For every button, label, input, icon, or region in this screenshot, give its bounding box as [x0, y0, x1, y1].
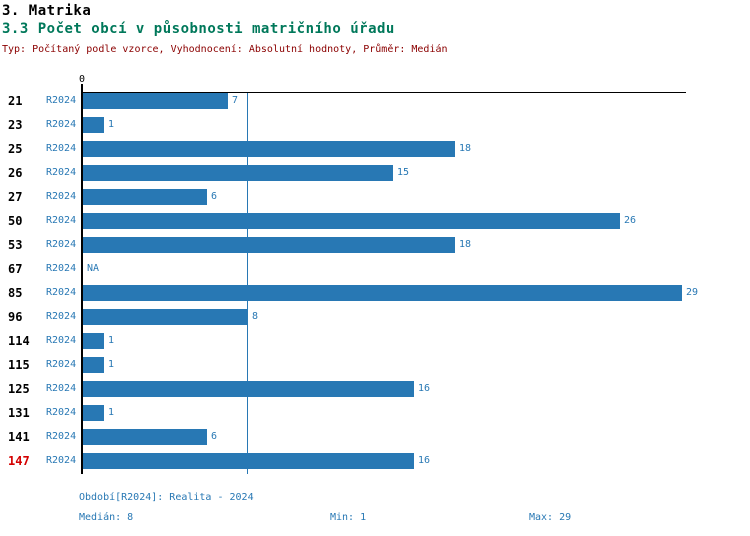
row-category-label: 26 [8, 166, 23, 180]
chart-row: 141 R2024 6 [0, 428, 750, 452]
row-category-label: 96 [8, 310, 23, 324]
footer-period-label: Období[R2024]: Realita - 2024 [79, 492, 254, 503]
row-series-label: R2024 [46, 239, 77, 250]
chart-row: 50 R2024 26 [0, 212, 750, 236]
page-title: 3. Matrika [2, 3, 92, 19]
row-series-label: R2024 [46, 143, 77, 154]
bar [83, 93, 228, 109]
bar-value-label: 1 [108, 119, 115, 130]
chart-row: 114 R2024 1 [0, 332, 750, 356]
chart-row: 23 R2024 1 [0, 116, 750, 140]
row-category-label: 21 [8, 94, 23, 108]
row-series-label: R2024 [46, 95, 77, 106]
chart-row: 26 R2024 15 [0, 164, 750, 188]
row-category-label: 67 [8, 262, 23, 276]
bar-value-label: 16 [418, 455, 431, 466]
bar [83, 309, 248, 325]
chart-row: 25 R2024 18 [0, 140, 750, 164]
footer-median-label: Medián: 8 [79, 512, 134, 523]
bar [83, 357, 104, 373]
row-category-label: 27 [8, 190, 23, 204]
bar [83, 453, 414, 469]
row-series-label: R2024 [46, 383, 77, 394]
row-series-label: R2024 [46, 287, 77, 298]
row-category-label: 23 [8, 118, 23, 132]
row-series-label: R2024 [46, 335, 77, 346]
row-series-label: R2024 [46, 167, 77, 178]
x-axis-line [81, 92, 686, 93]
row-category-label: 85 [8, 286, 23, 300]
row-series-label: R2024 [46, 431, 77, 442]
bar-value-label: 1 [108, 407, 115, 418]
bar [83, 141, 455, 157]
chart-row: 27 R2024 6 [0, 188, 750, 212]
bar [83, 237, 455, 253]
row-series-label: R2024 [46, 455, 77, 466]
footer-max-label: Max: 29 [529, 512, 572, 523]
row-category-label: 131 [8, 406, 30, 420]
bar-value-label: 18 [459, 143, 472, 154]
median-line [247, 93, 248, 474]
bar [83, 165, 393, 181]
bar [83, 381, 414, 397]
chart-row: 53 R2024 18 [0, 236, 750, 260]
row-category-label: 53 [8, 238, 23, 252]
row-category-label: 125 [8, 382, 30, 396]
row-category-label: 114 [8, 334, 30, 348]
chart-row: 85 R2024 29 [0, 284, 750, 308]
chart-row: 131 R2024 1 [0, 404, 750, 428]
bar-value-label: 18 [459, 239, 472, 250]
row-series-label: R2024 [46, 119, 77, 130]
chart-row: 115 R2024 1 [0, 356, 750, 380]
row-category-label: 147 [8, 454, 30, 468]
bar-value-label: 6 [211, 191, 218, 202]
row-series-label: R2024 [46, 359, 77, 370]
row-series-label: R2024 [46, 215, 77, 226]
footer-min-label: Min: 1 [330, 512, 367, 523]
chart-row: 21 R2024 7 [0, 92, 750, 116]
row-series-label: R2024 [46, 191, 77, 202]
row-series-label: R2024 [46, 263, 77, 274]
bar [83, 405, 104, 421]
chart-row: 125 R2024 16 [0, 380, 750, 404]
bar [83, 285, 682, 301]
row-category-label: 141 [8, 430, 30, 444]
bar [83, 333, 104, 349]
bar-value-label: 1 [108, 335, 115, 346]
bar [83, 189, 207, 205]
bar-value-label: 1 [108, 359, 115, 370]
na-label: NA [87, 263, 100, 274]
bar-value-label: 7 [232, 95, 239, 106]
bar-value-label: 15 [397, 167, 410, 178]
row-category-label: 50 [8, 214, 23, 228]
row-category-label: 115 [8, 358, 30, 372]
bar-value-label: 29 [686, 287, 699, 298]
bar [83, 213, 620, 229]
chart-row: 67 R2024 NA [0, 260, 750, 284]
row-category-label: 25 [8, 142, 23, 156]
axis-zero-label: 0 [78, 74, 86, 85]
bar-value-label: 8 [252, 311, 259, 322]
bar-value-label: 26 [624, 215, 637, 226]
bar [83, 117, 104, 133]
chart-row: 147 R2024 16 [0, 452, 750, 476]
row-series-label: R2024 [46, 407, 77, 418]
bar-value-label: 16 [418, 383, 431, 394]
y-axis-line [81, 84, 83, 474]
row-series-label: R2024 [46, 311, 77, 322]
bar [83, 429, 207, 445]
page-subtitle: 3.3 Počet obcí v působnosti matričního ú… [2, 21, 395, 37]
chart-row: 96 R2024 8 [0, 308, 750, 332]
bar-value-label: 6 [211, 431, 218, 442]
meta-line: Typ: Počítaný podle vzorce, Vyhodnocení:… [2, 44, 448, 55]
